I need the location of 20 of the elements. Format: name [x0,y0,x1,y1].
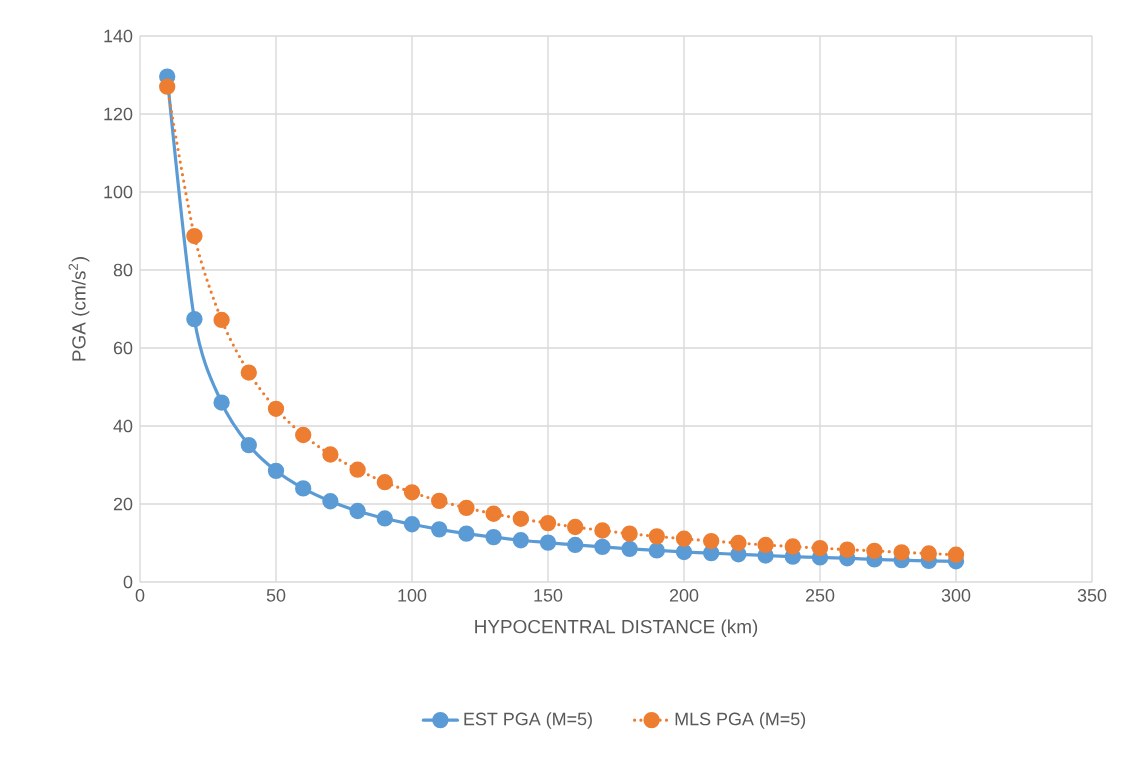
legend-label: EST PGA (M=5) [464,712,592,729]
x-tick-label: 200 [669,589,699,602]
y-tick-label: 0 [123,575,133,589]
x-tick-label: 250 [805,589,835,602]
x-tick-label: 100 [398,589,427,602]
x-tick-label: 350 [1077,589,1107,602]
x-axis-title: HYPOCENTRAL DISTANCE (km) [475,619,758,638]
y-tick-label: 60 [113,341,133,355]
legend-label: MLS PGA (M=5) [675,712,806,729]
y-axis-title: PGA (cm/s$^{2}$) [68,257,90,361]
x-tick-label: 150 [534,589,563,602]
y-tick-label: 120 [104,107,133,121]
y-tick-label: 40 [113,419,133,433]
y-tick-label: 100 [104,185,133,199]
y-tick-label: 20 [113,497,133,511]
x-tick-label: 0 [135,589,145,602]
y-tick-label: 140 [104,29,133,43]
y-tick-label: 80 [113,263,133,277]
x-tick-label: 300 [941,589,971,602]
x-tick-label: 50 [266,589,286,602]
